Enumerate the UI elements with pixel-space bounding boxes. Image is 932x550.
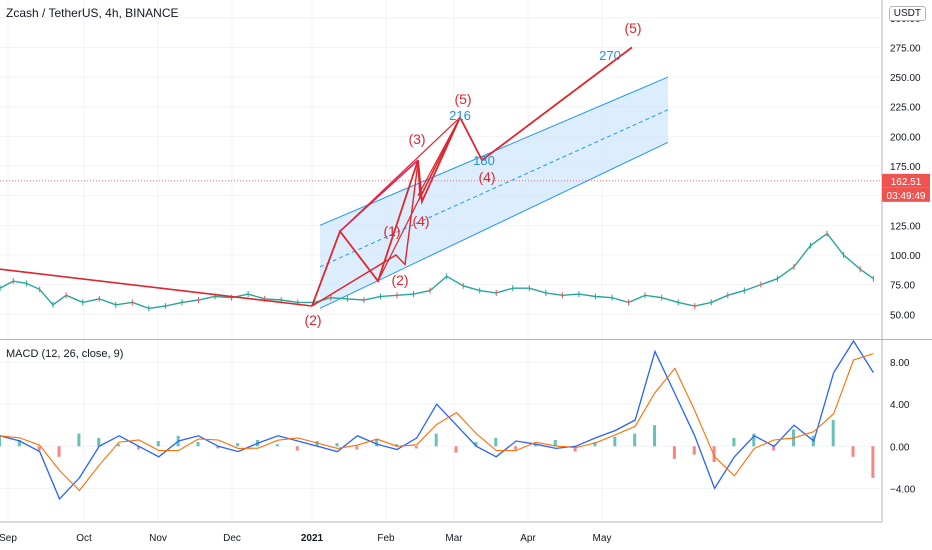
macd-histogram-bar (712, 446, 716, 463)
macd-histogram-bar (653, 425, 657, 447)
x-tick-label: May (593, 533, 612, 544)
wave-label: (2) (304, 312, 321, 328)
price-tag[interactable]: 162.51 03:49:49 (882, 173, 930, 202)
y-tick-label: 200.00 (890, 132, 921, 143)
macd-histogram-bar (851, 446, 855, 457)
macd-histogram-bar (692, 446, 696, 455)
macd-line (0, 339, 874, 501)
x-tick-label: Sep (0, 533, 17, 544)
macd-histogram-bar (593, 442, 597, 447)
x-tick-label: Dec (223, 533, 241, 544)
macd-histogram-bar (414, 446, 418, 449)
wave-label: (5) (624, 20, 641, 36)
target-label: 216 (449, 108, 471, 123)
macd-title: MACD (12, 26, close, 9) (6, 348, 124, 360)
macd-histogram-bar (633, 433, 637, 447)
macd-histogram-bar (77, 433, 81, 447)
y-tick-label: 75.00 (890, 281, 915, 292)
y-tick-label: 125.00 (890, 221, 921, 232)
macd-y-tick-label: −4.00 (890, 484, 916, 495)
macd-histogram-bar (37, 446, 41, 451)
y-tick-label: 250.00 (890, 73, 921, 84)
x-tick-label: Apr (520, 533, 536, 544)
y-tick-label: 275.00 (890, 43, 921, 54)
macd-histogram-bar (355, 446, 359, 450)
macd-histogram-bar (97, 437, 101, 447)
long-downtrend-line (0, 268, 313, 307)
wave-fan-3 (377, 117, 461, 282)
signal-line (0, 353, 874, 492)
macd-histogram-bar (236, 443, 240, 447)
macd-histogram-bar (394, 444, 398, 447)
macd-histogram-bar (275, 444, 279, 447)
x-tick-label: 2021 (301, 533, 324, 544)
macd-histogram-bar (533, 444, 537, 447)
macd-histogram-bar (434, 433, 438, 447)
x-tick-label: Oct (76, 533, 92, 544)
y-tick-label: 175.00 (890, 162, 921, 173)
macd-histogram-bar (156, 441, 160, 447)
y-tick-label: 50.00 (890, 310, 915, 321)
macd-histogram-bar (831, 419, 835, 447)
macd-histogram-bar (196, 442, 200, 447)
x-tick-label: Mar (445, 533, 463, 544)
target-label: 270 (599, 48, 621, 63)
wave-label: (3) (408, 131, 425, 147)
macd-histogram-bar (295, 446, 299, 451)
x-tick-label: Nov (149, 533, 167, 544)
macd-histogram-bar (216, 446, 220, 449)
macd-histogram-bar (553, 439, 557, 447)
wave-fan-2 (339, 116, 461, 232)
macd-histogram-bar (772, 446, 776, 451)
countdown-bg (882, 187, 930, 202)
y-tick-label: 225.00 (890, 103, 921, 114)
macd-histogram-bar (732, 437, 736, 447)
macd-histogram-bar (613, 436, 617, 447)
macd-histogram-bar (136, 446, 140, 450)
grid (0, 0, 880, 520)
macd-histogram-bar (752, 433, 756, 447)
macd-histogram-bar (474, 442, 478, 447)
macd-pane (0, 339, 875, 501)
macd-histogram-bar (315, 441, 319, 447)
price-tag-bg (882, 173, 930, 188)
macd-histogram-bar (375, 438, 379, 447)
y-tick-label: 100.00 (890, 251, 921, 262)
price-tag-value: 162.51 (891, 177, 922, 188)
macd-y-tick-label: 0.00 (890, 442, 910, 453)
wave-label: (1) (383, 223, 400, 239)
macd-histogram-bar (871, 446, 875, 478)
target-line (417, 117, 461, 196)
wave-label: (5) (454, 91, 471, 107)
target-label: 180 (473, 153, 495, 168)
macd-y-tick-label: 8.00 (890, 358, 910, 369)
x-tick-label: Feb (377, 533, 395, 544)
macd-y-tick-label: 4.00 (890, 400, 910, 411)
macd-histogram-bar (0, 435, 1, 447)
macd-histogram-bar (57, 446, 61, 457)
wave-label: (4) (478, 169, 495, 185)
channel-mid (319, 109, 669, 268)
countdown-value: 03:49:49 (887, 191, 926, 202)
wave-path-main (311, 46, 633, 307)
macd-histogram-bar (335, 443, 339, 447)
elliott-wave-drawings (0, 46, 633, 307)
macd-histogram-bar (514, 446, 518, 450)
macd-histogram-bar (573, 446, 577, 452)
wave-label: (4) (412, 213, 429, 229)
macd-histogram-bar (117, 444, 121, 447)
macd-histogram-bar (494, 437, 498, 447)
macd-histogram-bar (672, 446, 676, 459)
chart-title: Zcash / TetherUS, 4h, BINANCE (6, 6, 179, 20)
currency-badge[interactable]: USDT (888, 6, 926, 21)
macd-histogram-bar (454, 446, 458, 453)
macd-histogram-bar (17, 439, 21, 447)
wave-label: (2) (391, 272, 408, 288)
